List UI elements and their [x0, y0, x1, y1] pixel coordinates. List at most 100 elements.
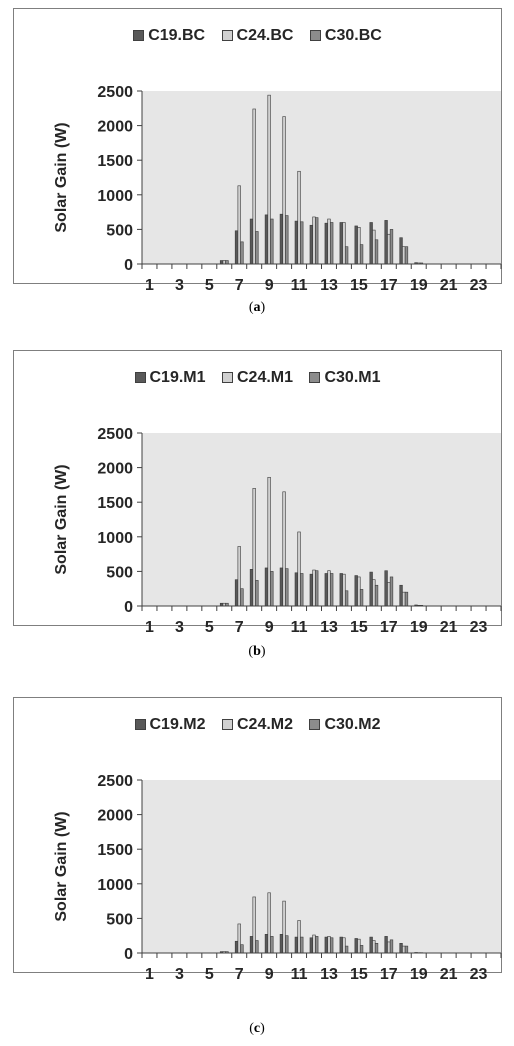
- bar: [267, 892, 271, 954]
- y-tick-label: 1000: [97, 877, 133, 894]
- y-tick-label: 0: [124, 946, 133, 963]
- x-tick-label: 21: [440, 619, 458, 636]
- bar: [255, 231, 259, 265]
- legend-item: C24.M2: [221, 716, 294, 734]
- bar: [237, 185, 241, 265]
- caption-a: (a): [248, 300, 266, 315]
- bar: [249, 218, 254, 265]
- bar: [240, 241, 244, 265]
- bar: [359, 945, 364, 954]
- bar: [255, 580, 259, 607]
- legend-item: C19.M1: [134, 369, 206, 387]
- caption-letter: c: [253, 1021, 261, 1036]
- legend-item: C24.BC: [221, 27, 294, 45]
- bar: [374, 943, 379, 954]
- x-tick-label: 15: [350, 966, 368, 983]
- bar: [384, 570, 388, 607]
- bar: [294, 572, 299, 607]
- bar: [344, 945, 349, 954]
- chart-panel-c: C19.M2 C24.M2 C30.M2 0 500 1000 1500 2000 250…: [13, 697, 502, 983]
- bar: [285, 935, 289, 954]
- x-tick-label: 9: [265, 619, 274, 636]
- bar: [234, 579, 239, 607]
- bar: [309, 224, 313, 265]
- legend: C19.M2 C24.M2 C30.M2: [14, 716, 501, 734]
- legend-label: C30.M2: [324, 716, 381, 733]
- caption-letter: b: [253, 644, 261, 659]
- bar: [252, 488, 256, 607]
- x-tick-label: 19: [410, 966, 428, 983]
- legend-item: C19.M2: [134, 716, 206, 734]
- bar: [342, 573, 346, 607]
- bar: [279, 934, 284, 954]
- y-tick-label: 2500: [97, 773, 133, 790]
- legend-swatch: [309, 30, 321, 41]
- y-tick-label: 1000: [97, 530, 133, 547]
- bar: [225, 260, 229, 265]
- legend-label: C30.M1: [324, 369, 381, 386]
- bar: [297, 170, 301, 265]
- bar: [234, 230, 239, 265]
- bar: [249, 569, 254, 607]
- x-tick-label: 5: [205, 619, 214, 636]
- x-tick-label: 17: [380, 966, 398, 983]
- bar: [339, 936, 343, 954]
- bar: [369, 571, 373, 607]
- x-tick-label: 11: [291, 619, 308, 636]
- y-tick-label: 0: [124, 599, 133, 616]
- y-axis-label: Solar Gain (W): [53, 464, 70, 574]
- legend-label: C24.M2: [236, 716, 294, 733]
- y-tick-label: 2500: [97, 84, 133, 101]
- bar: [387, 941, 391, 954]
- legend-label: C24.BC: [236, 27, 294, 44]
- bar: [282, 900, 286, 954]
- x-tick-label: 13: [320, 966, 338, 983]
- bar: [359, 589, 364, 607]
- x-tick-label: 15: [350, 619, 368, 636]
- bar: [372, 940, 376, 954]
- y-tick-label: 0: [124, 257, 133, 274]
- bar: [402, 945, 406, 954]
- bar: [354, 575, 358, 607]
- bar: [324, 573, 328, 607]
- bar: [300, 221, 304, 265]
- bar: [309, 573, 313, 607]
- y-tick-label: 1500: [97, 495, 133, 512]
- bar: [389, 229, 394, 265]
- bar: [267, 476, 271, 607]
- x-tick-label: 13: [320, 619, 338, 636]
- bar: [285, 215, 289, 265]
- x-tick-label: 17: [380, 277, 398, 294]
- x-tick-label: 23: [470, 619, 488, 636]
- bar: [315, 570, 319, 607]
- x-tick-label: 5: [205, 277, 214, 294]
- x-tick-label: 17: [380, 619, 398, 636]
- legend-swatch: [221, 719, 233, 730]
- legend-item: C30.BC: [309, 27, 382, 45]
- bar: [374, 239, 379, 265]
- legend-label: C19.M2: [149, 716, 206, 733]
- bar: [234, 940, 239, 954]
- bar: [312, 934, 316, 954]
- bar: [330, 222, 334, 265]
- x-tick-label: 1: [145, 619, 154, 636]
- y-tick-label: 500: [106, 911, 133, 928]
- chart-panel-b: C19.M1 C24.M1 C30.M1 0 500 1000 1500 2000 250…: [13, 350, 502, 636]
- bar: [219, 260, 224, 265]
- legend-label: C19.M1: [149, 369, 206, 386]
- y-tick-label: 2000: [97, 808, 133, 825]
- bar: [372, 579, 376, 607]
- x-tick-label: 19: [410, 277, 428, 294]
- bar: [297, 920, 301, 954]
- x-tick-label: 23: [470, 277, 488, 294]
- bar: [237, 923, 241, 954]
- bar: [339, 222, 343, 265]
- bar: [252, 108, 256, 265]
- legend-item: C19.BC: [133, 27, 205, 45]
- bar: [324, 936, 328, 954]
- y-axis-label: Solar Gain (W): [53, 122, 70, 232]
- bar: [327, 218, 331, 265]
- x-tick-label: 3: [175, 619, 184, 636]
- caption-letter: a: [253, 300, 261, 315]
